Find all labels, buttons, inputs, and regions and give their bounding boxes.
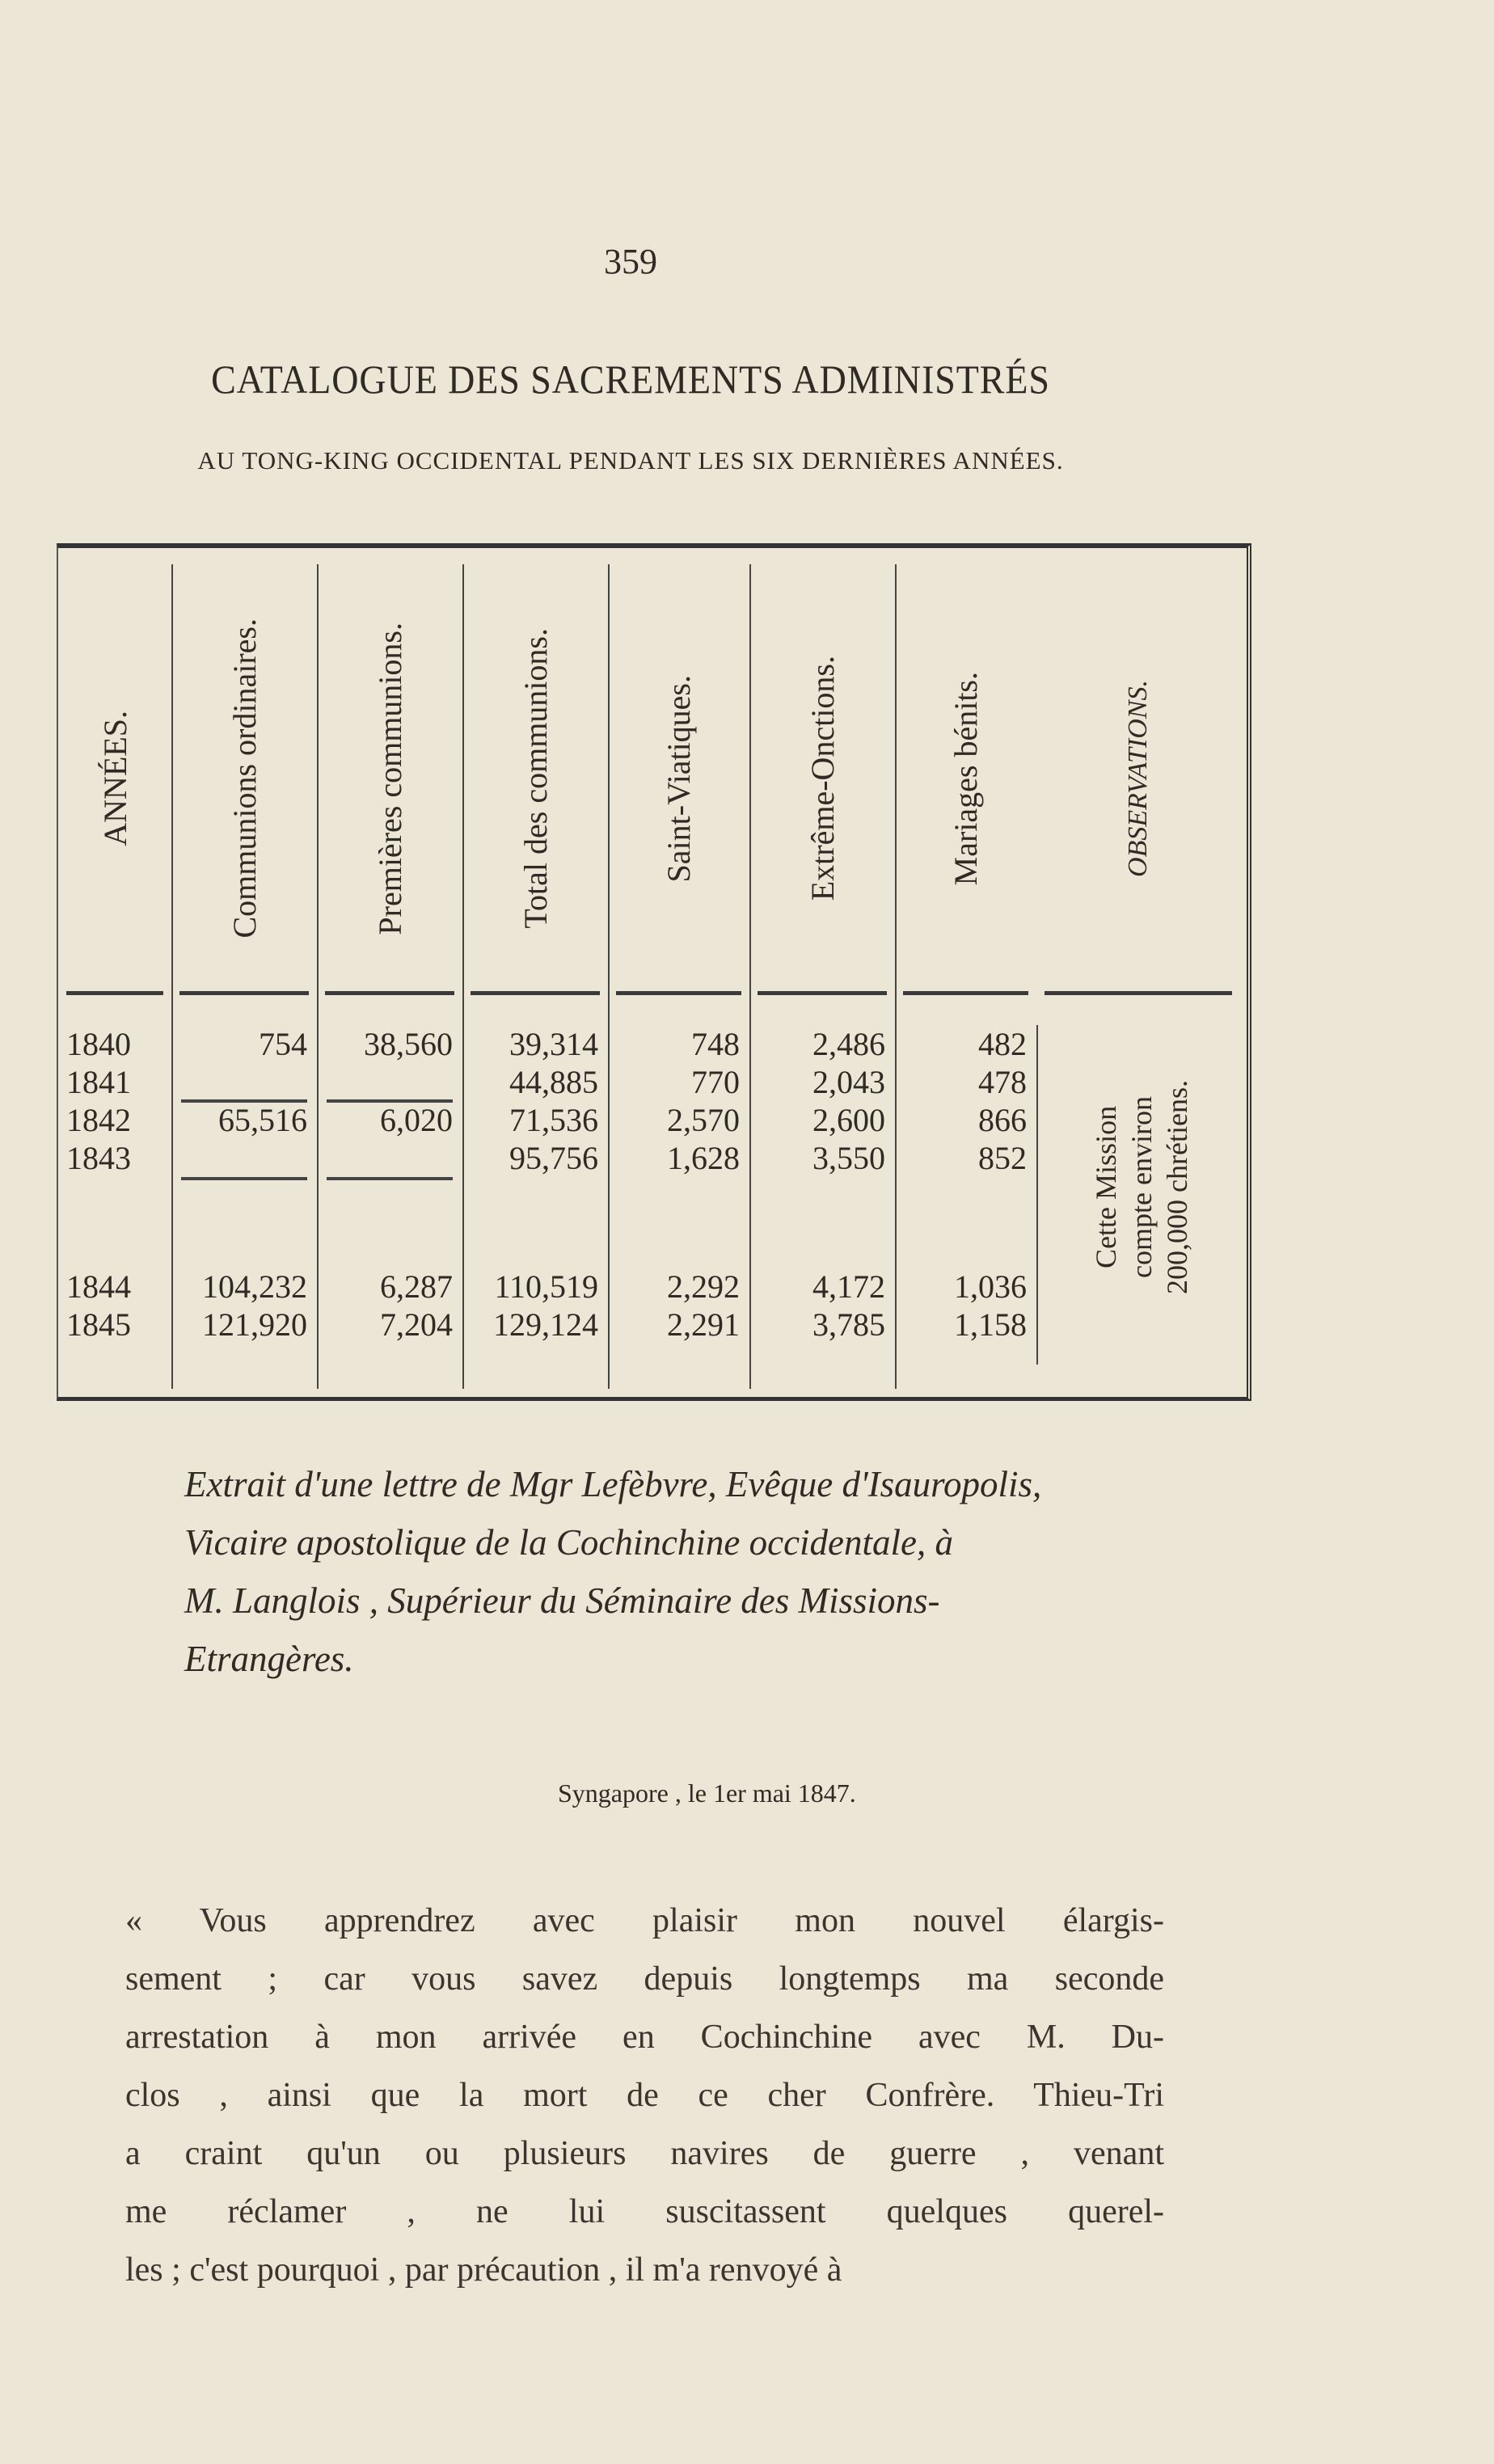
letter-heading-line: Vicaire apostolique de la Cochinchine oc… <box>184 1522 953 1563</box>
communions-ordinaires-cell: 65,516 <box>218 1102 307 1138</box>
body-line: me réclamer , ne lui suscitassent quelqu… <box>125 2193 1164 2230</box>
year-cell: 1844 <box>66 1268 131 1305</box>
page-title: CATALOGUE DES SACREMENTS ADMINISTRÉS <box>211 357 1050 402</box>
column-divider <box>462 564 464 1389</box>
column-header-label: ANNÉES. <box>96 711 133 846</box>
year-cell: 1842 <box>66 1102 131 1138</box>
column-divider <box>608 564 610 1389</box>
column-divider <box>317 564 319 1389</box>
column-header-label: Premières communions. <box>371 622 408 935</box>
saint-viatiques-cell: 2,570 <box>667 1102 740 1138</box>
header-rule <box>1045 991 1232 995</box>
column-header-label: OBSERVATIONS. <box>1123 680 1153 877</box>
body-line: a craint qu'un ou plusieurs navires de g… <box>125 2135 1164 2172</box>
column-header: Total des communions. <box>462 572 608 985</box>
year-cell: 1845 <box>66 1306 131 1343</box>
premieres-communions-cell: 38,560 <box>364 1026 453 1062</box>
communions-ordinaires-cell: 754 <box>259 1026 307 1062</box>
page-number: 359 <box>604 242 657 281</box>
column-header: Communions ordinaires. <box>171 572 317 985</box>
column-header-label: Total des communions. <box>517 628 554 929</box>
dateline: Syngapore , le 1er mai 1847. <box>558 1778 856 1808</box>
letter-heading-line: M. Langlois , Supérieur du Séminaire des… <box>184 1580 940 1621</box>
header-rule <box>903 991 1028 995</box>
observation-line: 200,000 chrétiens. <box>1161 1079 1193 1294</box>
merge-bracket-line <box>181 1177 307 1180</box>
extreme-onctions-cell: 3,550 <box>812 1140 885 1176</box>
column-divider <box>895 564 897 1389</box>
column-header: Extrême-Onctions. <box>749 572 895 985</box>
header-rule <box>471 991 600 995</box>
total-communions-cell: 71,536 <box>509 1102 598 1138</box>
letter-heading-line: Extrait d'une lettre de Mgr Lefèbvre, Ev… <box>184 1464 1042 1504</box>
letter-body: « Vous apprendrez avec plaisir mon nouve… <box>125 1892 1164 2299</box>
saint-viatiques-cell: 748 <box>691 1026 740 1062</box>
mariages-cell: 478 <box>978 1064 1027 1100</box>
communions-ordinaires-cell: 121,920 <box>202 1306 307 1343</box>
extreme-onctions-cell: 2,600 <box>812 1102 885 1138</box>
sacraments-table: ANNÉES. Communions ordinaires. Premières c… <box>57 543 1251 1401</box>
total-communions-cell: 44,885 <box>509 1064 598 1100</box>
observation-line: Cette Mission <box>1090 1105 1122 1268</box>
saint-viatiques-cell: 1,628 <box>667 1140 740 1176</box>
observation-line: compte environ <box>1125 1095 1158 1278</box>
total-communions-cell: 129,124 <box>493 1306 598 1343</box>
observations-note: Cette Mission compte environ 200,000 chrét… <box>1049 1025 1234 1348</box>
body-line: les ; c'est pourquoi , par précaution , … <box>125 2251 842 2289</box>
column-header: Saint-Viatiques. <box>608 572 749 985</box>
column-header: Premières communions. <box>317 572 462 985</box>
extreme-onctions-cell: 2,043 <box>812 1064 885 1100</box>
column-header-label: Extrême-Onctions. <box>804 656 841 901</box>
column-header-label: Mariages bénits. <box>947 671 984 886</box>
saint-viatiques-cell: 2,292 <box>667 1268 740 1305</box>
column-divider <box>171 564 173 1389</box>
header-rule <box>758 991 887 995</box>
header-rule <box>616 991 741 995</box>
mariages-cell: 1,036 <box>954 1268 1027 1305</box>
column-divider <box>749 564 751 1389</box>
body-line: « Vous apprendrez avec plaisir mon nouve… <box>125 1902 1164 1939</box>
body-line: sement ; car vous savez depuis longtemps… <box>125 1960 1164 1998</box>
merge-bracket-line <box>327 1177 453 1180</box>
premieres-communions-cell: 7,204 <box>380 1306 453 1343</box>
column-header-label: Communions ordinaires. <box>226 618 263 939</box>
total-communions-cell: 110,519 <box>494 1268 598 1305</box>
column-header: OBSERVATIONS. <box>1036 572 1240 985</box>
total-communions-cell: 39,314 <box>509 1026 598 1062</box>
mariages-cell: 866 <box>978 1102 1027 1138</box>
merge-bracket-line <box>327 1099 453 1103</box>
letter-heading: Extrait d'une lettre de Mgr Lefèbvre, Ev… <box>184 1455 1397 1688</box>
header-rule <box>179 991 309 995</box>
mariages-cell: 852 <box>978 1140 1027 1176</box>
body-line: clos , ainsi que la mort de ce cher Conf… <box>125 2077 1164 2114</box>
header-rule <box>325 991 454 995</box>
extreme-onctions-cell: 2,486 <box>812 1026 885 1062</box>
mariages-cell: 1,158 <box>954 1306 1027 1343</box>
total-communions-cell: 95,756 <box>509 1140 598 1176</box>
page-subtitle: AU TONG-KING OCCIDENTAL PENDANT LES SIX … <box>197 446 1064 475</box>
saint-viatiques-cell: 2,291 <box>667 1306 740 1343</box>
letter-heading-line: Etrangères. <box>184 1639 354 1679</box>
column-header: Mariages bénits. <box>895 572 1036 985</box>
premieres-communions-cell: 6,287 <box>380 1268 453 1305</box>
communions-ordinaires-cell: 104,232 <box>202 1268 307 1305</box>
year-cell: 1843 <box>66 1140 131 1176</box>
column-header: ANNÉES. <box>58 572 171 985</box>
year-cell: 1840 <box>66 1026 131 1062</box>
merge-bracket-line <box>181 1099 307 1103</box>
header-rule <box>66 991 163 995</box>
mariages-cell: 482 <box>978 1026 1027 1062</box>
column-header-label: Saint-Viatiques. <box>660 674 697 883</box>
saint-viatiques-cell: 770 <box>691 1064 740 1100</box>
extreme-onctions-cell: 4,172 <box>812 1268 885 1305</box>
extreme-onctions-cell: 3,785 <box>812 1306 885 1343</box>
column-divider <box>1036 1025 1038 1365</box>
body-line: arrestation à mon arrivée en Cochinchine… <box>125 2019 1164 2056</box>
observations-text: Cette Mission compte environ 200,000 chrét… <box>1088 1080 1195 1294</box>
premieres-communions-cell: 6,020 <box>380 1102 453 1138</box>
year-cell: 1841 <box>66 1064 131 1100</box>
